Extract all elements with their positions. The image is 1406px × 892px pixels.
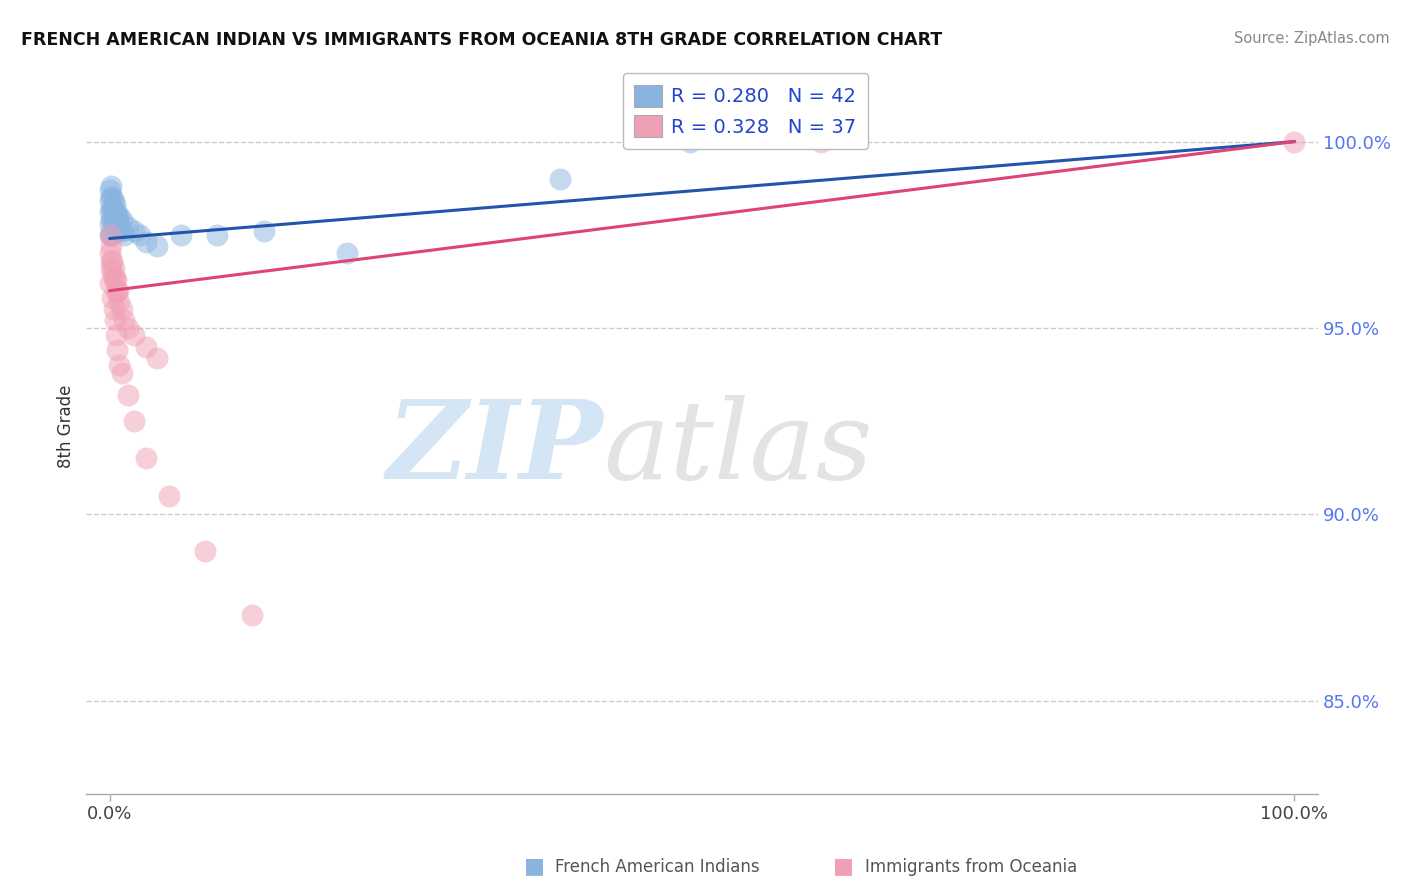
Point: [194, 544, 217, 558]
Point: [98, 276, 121, 290]
Point: [105, 343, 128, 358]
Point: [98, 227, 121, 242]
Point: [111, 224, 134, 238]
Point: [101, 227, 124, 242]
Text: Immigrants from Oceania: Immigrants from Oceania: [865, 858, 1077, 876]
Point: [105, 220, 128, 235]
Point: [98, 227, 121, 242]
Point: [205, 227, 228, 242]
Point: [336, 246, 359, 260]
Point: [98, 194, 121, 209]
Point: [170, 227, 193, 242]
Text: atlas: atlas: [603, 395, 873, 502]
Point: [103, 194, 125, 209]
Point: [111, 366, 134, 380]
Point: [100, 261, 122, 276]
Point: [103, 217, 125, 231]
Text: ■: ■: [524, 856, 544, 876]
Point: [107, 212, 129, 227]
Point: [101, 265, 124, 279]
Point: [107, 284, 129, 298]
Point: [146, 351, 169, 365]
Point: [100, 212, 122, 227]
Point: [98, 183, 121, 197]
Point: [101, 291, 124, 305]
Point: [134, 451, 156, 466]
Point: [134, 235, 156, 250]
Point: [111, 212, 134, 227]
Point: [112, 313, 135, 327]
Point: [101, 253, 124, 268]
Point: [104, 217, 127, 231]
Point: [108, 358, 131, 372]
Point: [100, 202, 122, 216]
Point: [98, 217, 121, 231]
Point: [104, 205, 127, 219]
Point: [104, 209, 127, 223]
Point: [98, 246, 121, 260]
Point: [122, 224, 145, 238]
Point: [105, 209, 128, 223]
Point: [104, 198, 127, 212]
Point: [101, 190, 124, 204]
Point: [1284, 135, 1306, 149]
Text: French American Indians: French American Indians: [555, 858, 761, 876]
Point: [104, 272, 127, 286]
Point: [103, 272, 125, 286]
Point: [104, 272, 127, 286]
Point: [100, 227, 122, 242]
Point: [105, 284, 128, 298]
Point: [112, 227, 135, 242]
Point: [108, 209, 131, 223]
Point: [100, 253, 122, 268]
Text: ■: ■: [834, 856, 853, 876]
Point: [104, 313, 127, 327]
Point: [104, 284, 127, 298]
Point: [240, 607, 263, 622]
Point: [122, 414, 145, 428]
Point: [111, 302, 134, 317]
Point: [98, 205, 121, 219]
Text: Source: ZipAtlas.com: Source: ZipAtlas.com: [1233, 31, 1389, 46]
Point: [122, 328, 145, 343]
Point: [108, 294, 131, 309]
Point: [101, 202, 124, 216]
Point: [134, 339, 156, 353]
Point: [253, 224, 276, 238]
Point: [128, 227, 150, 242]
Point: [810, 135, 832, 149]
Point: [100, 179, 122, 194]
Point: [103, 261, 125, 276]
Point: [117, 220, 139, 235]
Point: [100, 239, 122, 253]
Y-axis label: 8th Grade: 8th Grade: [58, 385, 75, 468]
Point: [108, 220, 131, 235]
Point: [104, 328, 127, 343]
Point: [157, 489, 180, 503]
Point: [104, 220, 127, 235]
Text: FRENCH AMERICAN INDIAN VS IMMIGRANTS FROM OCEANIA 8TH GRADE CORRELATION CHART: FRENCH AMERICAN INDIAN VS IMMIGRANTS FRO…: [21, 31, 942, 49]
Point: [117, 321, 139, 335]
Point: [146, 239, 169, 253]
Point: [101, 212, 124, 227]
Text: ZIP: ZIP: [387, 395, 603, 502]
Point: [679, 135, 702, 149]
Point: [100, 190, 122, 204]
Point: [103, 205, 125, 219]
Point: [117, 388, 139, 402]
Point: [107, 224, 129, 238]
Legend: R = 0.280   N = 42, R = 0.328   N = 37: R = 0.280 N = 42, R = 0.328 N = 37: [623, 73, 868, 149]
Point: [103, 302, 125, 317]
Point: [548, 171, 571, 186]
